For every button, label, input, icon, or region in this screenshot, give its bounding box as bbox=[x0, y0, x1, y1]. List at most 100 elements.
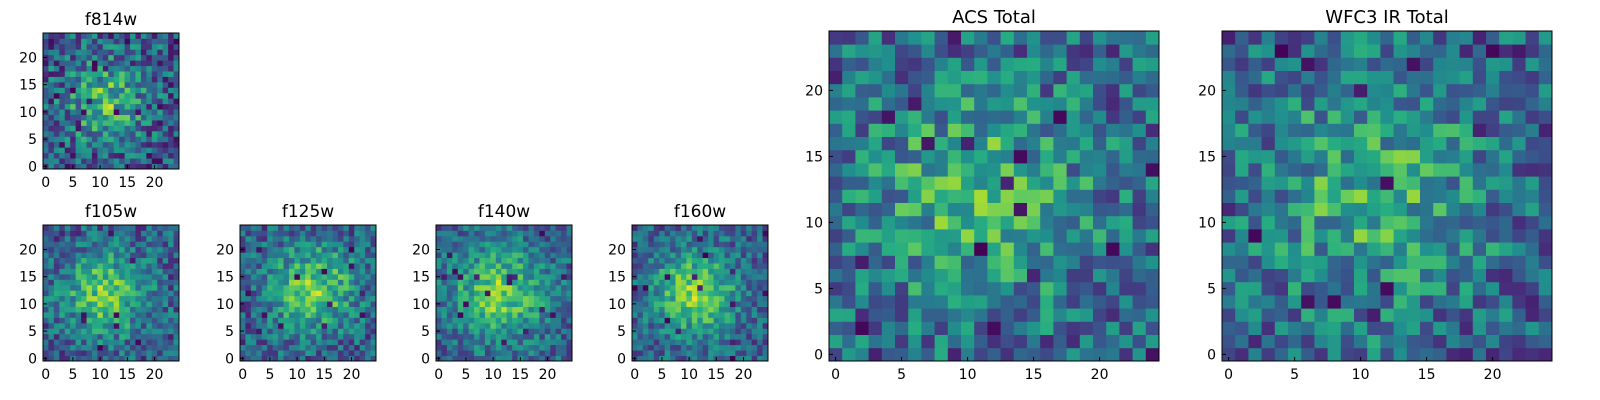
heatmap-cell bbox=[64, 344, 71, 351]
heatmap-cell bbox=[359, 355, 366, 362]
heatmap-cell bbox=[1013, 295, 1028, 309]
heatmap-cell bbox=[1354, 281, 1368, 296]
heatmap-cell bbox=[659, 235, 666, 242]
heatmap-cell bbox=[168, 71, 174, 77]
heatmap-cell bbox=[48, 344, 55, 351]
heatmap-cell bbox=[288, 257, 295, 264]
heatmap-cell bbox=[1367, 215, 1381, 230]
heatmap-cell bbox=[1132, 242, 1147, 256]
heatmap-cell bbox=[670, 322, 676, 329]
x-tick-label: 5 bbox=[68, 367, 77, 383]
heatmap-cell bbox=[1354, 189, 1368, 203]
heatmap-cell bbox=[1472, 229, 1487, 243]
heatmap-cell bbox=[1301, 308, 1315, 322]
heatmap-cell bbox=[1433, 97, 1447, 111]
heatmap-cell bbox=[157, 344, 164, 351]
heatmap-cell bbox=[278, 230, 284, 237]
heatmap-cell bbox=[64, 152, 71, 159]
heatmap-cell bbox=[908, 215, 922, 230]
heatmap-cell bbox=[1538, 83, 1553, 98]
heatmap-cell bbox=[124, 92, 131, 99]
heatmap-cell bbox=[1274, 334, 1289, 349]
heatmap-cell bbox=[533, 333, 540, 340]
heatmap-cell bbox=[719, 284, 725, 291]
heatmap-cell bbox=[86, 235, 93, 242]
heatmap-cell bbox=[1288, 242, 1302, 256]
heatmap-cell bbox=[653, 252, 660, 259]
heatmap-cell bbox=[1486, 149, 1500, 164]
heatmap-cell bbox=[479, 284, 486, 291]
heatmap-cell bbox=[855, 215, 869, 230]
heatmap-cell bbox=[1027, 308, 1041, 322]
heatmap-cell bbox=[1354, 163, 1368, 177]
heatmap-cell bbox=[713, 252, 720, 259]
heatmap-cell bbox=[245, 339, 252, 346]
heatmap-cell bbox=[686, 344, 693, 351]
heatmap-cell bbox=[691, 322, 698, 329]
heatmap-cell bbox=[130, 257, 136, 264]
heatmap-cell bbox=[921, 189, 935, 203]
heatmap-cell bbox=[272, 263, 279, 269]
heatmap-cell bbox=[1000, 136, 1015, 151]
heatmap-cell bbox=[517, 279, 524, 286]
heatmap-cell bbox=[934, 215, 949, 230]
heatmap-cell bbox=[452, 290, 459, 297]
heatmap-cell bbox=[648, 252, 655, 259]
heatmap-cell bbox=[173, 235, 180, 242]
heatmap-cell bbox=[1093, 215, 1107, 230]
x-tick-label: 20 bbox=[343, 367, 361, 383]
heatmap-cell bbox=[1248, 308, 1262, 322]
heatmap-cell bbox=[895, 295, 909, 309]
heatmap-cell bbox=[463, 246, 470, 253]
heatmap-cell bbox=[1459, 215, 1474, 230]
heatmap-cell bbox=[452, 279, 459, 286]
heatmap-cell bbox=[664, 257, 671, 264]
heatmap-cell bbox=[1499, 110, 1513, 124]
heatmap-cell bbox=[495, 246, 502, 253]
heatmap-cell bbox=[539, 273, 546, 280]
heatmap-cell bbox=[675, 306, 682, 313]
heatmap-cell bbox=[457, 322, 464, 329]
heatmap-cell bbox=[670, 317, 676, 324]
heatmap-cell bbox=[91, 130, 98, 137]
heatmap-cell bbox=[1327, 163, 1342, 177]
heatmap-cell bbox=[113, 158, 120, 164]
heatmap-cell bbox=[124, 339, 131, 346]
heatmap-cell bbox=[108, 54, 115, 61]
heatmap-cell bbox=[43, 65, 49, 72]
x-tick-label: 10 bbox=[1352, 367, 1370, 383]
heatmap-cell bbox=[102, 235, 109, 242]
heatmap-cell bbox=[310, 225, 317, 231]
heatmap-cell bbox=[457, 284, 464, 291]
heatmap-cell bbox=[1512, 347, 1526, 362]
heatmap-cell bbox=[1132, 215, 1147, 230]
heatmap-cell bbox=[1000, 149, 1015, 164]
heatmap-cell bbox=[113, 295, 120, 302]
heatmap-cell bbox=[1420, 321, 1434, 335]
heatmap-cell bbox=[267, 279, 274, 286]
heatmap-cell bbox=[1314, 97, 1328, 111]
heatmap-cell bbox=[75, 54, 82, 61]
heatmap-cell bbox=[659, 339, 666, 346]
heatmap-cell bbox=[550, 268, 557, 275]
heatmap-cell bbox=[697, 328, 704, 335]
heatmap-cell bbox=[113, 147, 120, 154]
heatmap-cell bbox=[113, 290, 120, 297]
heatmap-cell bbox=[130, 225, 136, 231]
heatmap-cell bbox=[921, 176, 935, 190]
heatmap-cell bbox=[1027, 255, 1041, 269]
heatmap-cell bbox=[108, 252, 115, 259]
heatmap-cell bbox=[240, 295, 246, 302]
heatmap-cell bbox=[664, 279, 671, 286]
heatmap-cell bbox=[102, 33, 109, 39]
heatmap-cell bbox=[566, 295, 573, 302]
heatmap-cell bbox=[1446, 57, 1460, 71]
heatmap-cell bbox=[48, 141, 55, 148]
heatmap-cell bbox=[1235, 57, 1249, 71]
heatmap-cell bbox=[1013, 163, 1028, 177]
y-tick-label: 10 bbox=[216, 297, 234, 313]
heatmap-cell bbox=[675, 312, 682, 318]
heatmap-cell bbox=[757, 333, 763, 340]
heatmap-cell bbox=[637, 317, 644, 324]
heatmap-cell bbox=[81, 92, 87, 99]
